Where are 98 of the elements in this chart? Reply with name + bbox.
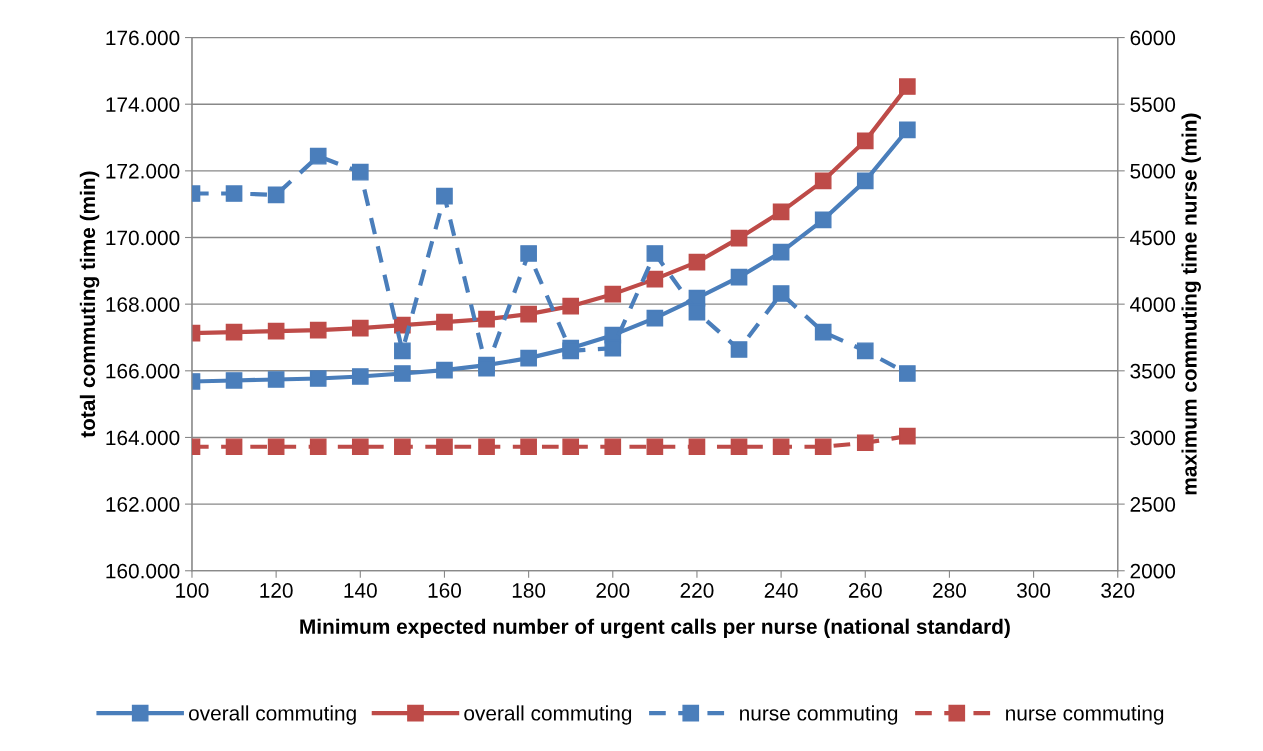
x-tick-label: 220 bbox=[680, 583, 714, 598]
point bbox=[814, 172, 832, 190]
point bbox=[730, 268, 748, 286]
point bbox=[267, 438, 285, 456]
point bbox=[688, 253, 706, 271]
point bbox=[436, 438, 453, 456]
y-tick-label: 160.000 bbox=[106, 563, 180, 579]
y2-tick-label: 4500 bbox=[1130, 230, 1176, 246]
point bbox=[267, 186, 285, 204]
point bbox=[646, 245, 664, 262]
y-tick-label: 164.000 bbox=[106, 430, 180, 446]
x-axis-title: Minimum expected number of urgent calls per nurse (national standard) bbox=[300, 618, 1010, 639]
point bbox=[309, 321, 327, 339]
point bbox=[856, 342, 874, 360]
point bbox=[688, 303, 706, 321]
point bbox=[646, 309, 664, 327]
point bbox=[646, 438, 664, 456]
point bbox=[351, 319, 369, 337]
point bbox=[604, 285, 622, 303]
point bbox=[225, 438, 243, 456]
point bbox=[520, 349, 537, 367]
point bbox=[478, 310, 495, 328]
point bbox=[814, 438, 832, 456]
point bbox=[814, 211, 832, 229]
point bbox=[394, 342, 411, 360]
y2-tick-label: 5000 bbox=[1130, 163, 1176, 179]
y2-tick-label: 2500 bbox=[1130, 497, 1176, 512]
x-tick-label: 200 bbox=[596, 583, 630, 598]
point bbox=[856, 172, 874, 190]
x-tick-label: 320 bbox=[1101, 583, 1135, 598]
y-tick-label: 174.000 bbox=[106, 97, 180, 112]
y-axis-title: total commuting time (min) bbox=[79, 171, 100, 438]
point bbox=[520, 305, 537, 323]
y-tick-label: 166.000 bbox=[106, 363, 180, 379]
point bbox=[899, 427, 916, 445]
legend-label: overall commuting bbox=[188, 705, 356, 725]
y-tick-label: 162.000 bbox=[106, 497, 180, 512]
point bbox=[267, 371, 285, 388]
legend-label: nurse commuting bbox=[1006, 705, 1164, 725]
point bbox=[604, 339, 622, 357]
point bbox=[351, 163, 369, 181]
x-tick-label: 280 bbox=[933, 583, 966, 598]
point bbox=[520, 245, 537, 262]
point bbox=[478, 438, 495, 456]
legend-label: nurse commuting bbox=[740, 705, 898, 725]
point bbox=[436, 313, 453, 331]
y2-tick-label: 6000 bbox=[1130, 30, 1176, 46]
point bbox=[267, 322, 285, 340]
point bbox=[225, 372, 243, 389]
point bbox=[436, 187, 453, 205]
x-tick-label: 260 bbox=[848, 583, 882, 598]
x-tick-label: 120 bbox=[260, 583, 293, 598]
point bbox=[730, 438, 748, 456]
point bbox=[899, 121, 916, 139]
point bbox=[856, 132, 874, 150]
point bbox=[394, 365, 411, 382]
y2-tick-label: 3500 bbox=[1130, 363, 1176, 379]
point bbox=[856, 434, 874, 452]
point bbox=[225, 185, 243, 202]
y2-tick-label: 2000 bbox=[1130, 563, 1176, 579]
point bbox=[225, 323, 243, 341]
point bbox=[309, 370, 327, 387]
point bbox=[730, 229, 748, 247]
y2-tick-label: 5500 bbox=[1130, 97, 1176, 112]
point bbox=[688, 438, 706, 456]
point bbox=[351, 438, 369, 456]
y-tick-label: 176.000 bbox=[106, 30, 180, 46]
point bbox=[394, 438, 411, 456]
y2-tick-label: 4000 bbox=[1130, 297, 1176, 312]
x-tick-label: 300 bbox=[1017, 583, 1051, 598]
y-tick-label: 168.000 bbox=[106, 297, 180, 312]
point bbox=[814, 323, 832, 341]
x-tick-label: 160 bbox=[428, 583, 462, 598]
point bbox=[309, 147, 327, 165]
x-tick-label: 240 bbox=[764, 583, 798, 598]
point bbox=[772, 285, 790, 302]
x-tick-label: 140 bbox=[344, 583, 377, 598]
point bbox=[309, 438, 327, 456]
x-tick-label: 180 bbox=[512, 583, 546, 598]
y-tick-label: 170.000 bbox=[106, 230, 180, 246]
x-tick-label: 100 bbox=[176, 583, 209, 598]
point bbox=[604, 438, 622, 456]
point bbox=[772, 243, 790, 261]
point bbox=[646, 270, 664, 288]
legend-label: overall commuting bbox=[464, 705, 632, 725]
point bbox=[562, 297, 580, 315]
point bbox=[730, 341, 748, 358]
point bbox=[899, 365, 916, 382]
point bbox=[562, 438, 580, 456]
point bbox=[436, 361, 453, 379]
point bbox=[351, 368, 369, 385]
y2-tick-label: 3000 bbox=[1130, 430, 1176, 446]
point bbox=[899, 78, 916, 95]
point bbox=[772, 438, 790, 456]
y2-axis-title: maximum commuting time nurse (min) bbox=[1181, 113, 1201, 495]
point bbox=[772, 203, 790, 221]
y-tick-label: 172.000 bbox=[106, 163, 180, 179]
point bbox=[520, 438, 537, 456]
